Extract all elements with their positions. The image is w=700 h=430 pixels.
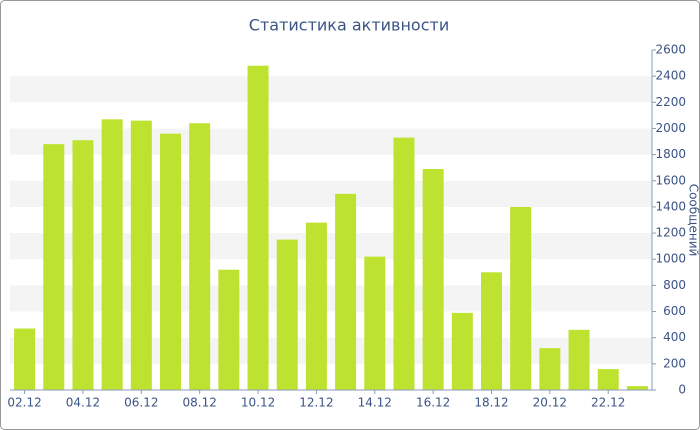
bar (160, 133, 181, 390)
x-tick-label: 10.12 (241, 396, 275, 410)
y-tick-label: 2400 (655, 69, 686, 83)
bar (422, 169, 444, 390)
y-axis-title: Сообщений (687, 184, 700, 257)
x-tick-label: 16.12 (416, 396, 450, 410)
x-tick-label: 22.12 (591, 396, 625, 410)
y-tick-label: 200 (663, 356, 686, 370)
y-tick-label: 800 (663, 278, 686, 292)
bar (335, 193, 357, 390)
y-tick-label: 400 (663, 330, 686, 344)
x-tick-label: 06.12 (124, 396, 158, 410)
bar (568, 329, 590, 390)
bar (43, 144, 65, 390)
bar (364, 256, 386, 390)
y-tick-label: 2200 (655, 95, 686, 109)
y-tick-label: 1200 (655, 226, 686, 240)
y-tick-label: 1600 (655, 173, 686, 187)
grid-band (10, 76, 652, 103)
x-tick-label: 14.12 (358, 396, 392, 410)
bar (101, 119, 123, 391)
bar (14, 328, 36, 390)
y-tick-label: 0 (678, 383, 686, 397)
bar (72, 140, 94, 390)
bar (276, 239, 298, 390)
y-tick-label: 1000 (655, 252, 686, 266)
bar (130, 120, 152, 390)
x-tick-label: 02.12 (7, 396, 41, 410)
bar (305, 222, 327, 390)
bar (626, 386, 648, 390)
chart-title: Статистика активности (249, 16, 449, 35)
bar (451, 312, 473, 390)
y-tick-label: 2000 (655, 121, 686, 135)
y-tick-label: 1400 (655, 199, 686, 213)
bar (218, 269, 240, 390)
bar (539, 348, 561, 390)
bar (393, 137, 415, 390)
bar (481, 272, 502, 390)
y-tick-label: 1800 (655, 147, 686, 161)
x-tick-label: 18.12 (474, 396, 508, 410)
x-tick-label: 04.12 (66, 396, 100, 410)
bar (597, 369, 619, 390)
x-tick-label: 20.12 (533, 396, 567, 410)
y-tick-label: 2600 (655, 43, 686, 57)
y-tick-label: 600 (663, 304, 686, 318)
bar (510, 206, 532, 390)
bar (247, 65, 269, 390)
x-tick-label: 12.12 (299, 396, 333, 410)
bar (189, 123, 211, 390)
x-tick-label: 08.12 (183, 396, 217, 410)
